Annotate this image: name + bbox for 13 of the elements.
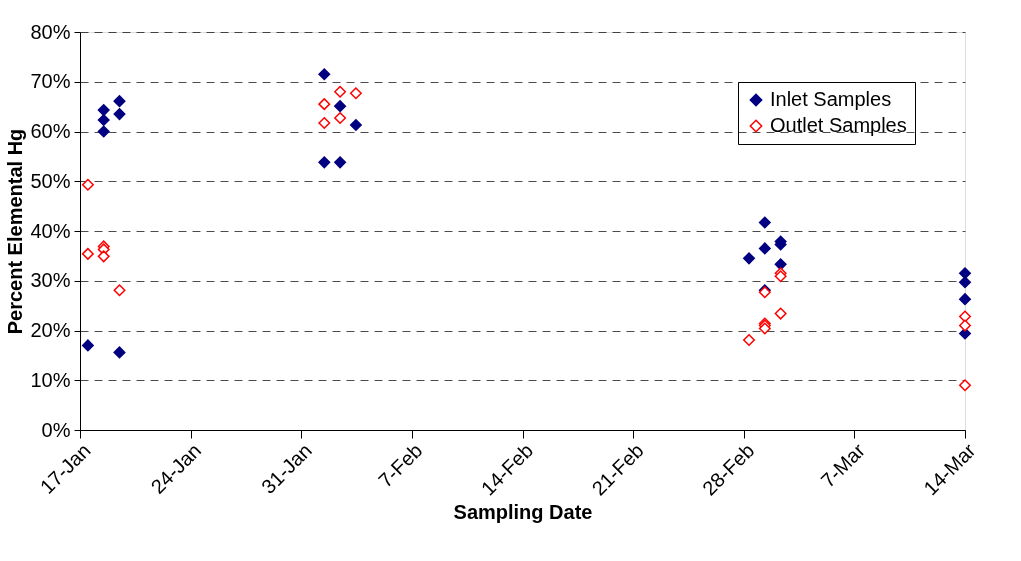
y-tick-label: 80% bbox=[30, 20, 71, 43]
y-tick-label: 30% bbox=[30, 269, 71, 292]
legend-label: Outlet Samples bbox=[770, 114, 907, 136]
y-tick-label: 50% bbox=[30, 169, 71, 192]
y-tick-label: 10% bbox=[30, 368, 71, 391]
legend-label: Inlet Samples bbox=[770, 88, 892, 110]
x-axis-title: Sampling Date bbox=[453, 501, 593, 524]
y-tick-label: 40% bbox=[30, 219, 71, 242]
y-tick-label: 70% bbox=[30, 70, 71, 93]
y-axis-title: Percent Elemental Hg bbox=[4, 128, 27, 335]
y-tick-label: 60% bbox=[30, 120, 71, 142]
y-tick-label: 20% bbox=[30, 319, 71, 341]
y-tick-label: 0% bbox=[41, 418, 71, 441]
